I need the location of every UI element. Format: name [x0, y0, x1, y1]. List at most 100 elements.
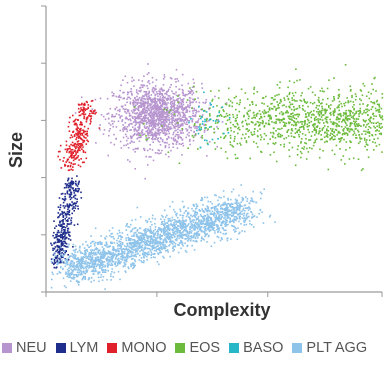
data-point	[229, 217, 231, 220]
data-point	[279, 99, 282, 102]
data-point	[62, 215, 64, 217]
data-point	[64, 237, 67, 240]
data-point	[83, 262, 85, 265]
data-point	[248, 115, 250, 118]
data-point	[193, 219, 195, 221]
data-point	[229, 127, 232, 129]
data-point	[204, 118, 206, 121]
data-point	[303, 124, 306, 126]
data-point	[61, 192, 64, 195]
data-point	[107, 154, 109, 157]
data-point	[368, 109, 370, 112]
data-point	[236, 199, 239, 202]
data-point	[330, 137, 333, 140]
data-point	[201, 220, 203, 223]
data-point	[137, 107, 140, 110]
data-point	[242, 133, 244, 136]
data-point	[213, 241, 216, 244]
data-point	[115, 95, 118, 98]
data-point	[317, 108, 320, 110]
data-point	[61, 212, 64, 214]
data-point	[206, 196, 209, 199]
data-point	[188, 116, 191, 118]
data-point	[200, 237, 203, 240]
data-point	[164, 223, 166, 226]
data-point	[255, 142, 258, 145]
data-point	[357, 110, 359, 112]
data-point	[309, 101, 312, 104]
data-point	[144, 243, 147, 246]
data-point	[84, 256, 86, 259]
data-point	[324, 117, 327, 120]
data-point	[195, 90, 198, 93]
data-point	[110, 236, 113, 238]
data-point	[148, 92, 150, 95]
data-point	[154, 89, 156, 91]
data-point	[179, 225, 182, 228]
data-point	[278, 102, 281, 104]
data-point	[204, 222, 207, 225]
data-point	[381, 118, 384, 121]
data-point	[226, 239, 229, 242]
data-point	[130, 230, 133, 232]
data-point	[157, 140, 159, 142]
data-point	[77, 135, 80, 138]
data-point	[70, 268, 72, 271]
data-points	[50, 63, 384, 290]
data-point	[62, 236, 65, 238]
data-point	[119, 108, 121, 111]
data-point	[343, 104, 346, 107]
data-point	[126, 244, 129, 247]
data-point	[135, 99, 137, 101]
data-point	[145, 138, 147, 141]
data-point	[359, 112, 361, 114]
data-point	[194, 123, 196, 125]
data-point	[219, 214, 221, 216]
data-point	[217, 225, 219, 227]
data-point	[118, 261, 120, 264]
data-point	[147, 117, 149, 119]
data-point	[141, 86, 144, 89]
data-point	[353, 120, 355, 123]
data-point	[175, 85, 177, 88]
data-point	[79, 251, 82, 253]
data-point	[159, 119, 162, 121]
data-point	[293, 99, 296, 101]
data-point	[210, 217, 212, 219]
data-point	[297, 121, 300, 124]
data-point	[234, 202, 236, 204]
data-point	[302, 121, 304, 123]
data-point	[60, 245, 63, 247]
data-point	[65, 271, 67, 274]
data-point	[132, 99, 135, 102]
data-point	[154, 223, 156, 225]
data-point	[288, 115, 291, 117]
data-point	[146, 85, 148, 87]
data-point	[68, 204, 71, 207]
data-point	[179, 115, 182, 117]
data-point	[83, 247, 86, 249]
data-point	[225, 219, 227, 221]
data-point	[57, 251, 60, 253]
data-point	[142, 238, 145, 240]
data-point	[73, 267, 76, 270]
data-point	[141, 98, 143, 100]
data-point	[148, 114, 151, 117]
data-point	[190, 126, 193, 129]
data-point	[147, 131, 149, 133]
data-point	[61, 261, 64, 263]
data-point	[74, 253, 76, 256]
data-point	[70, 155, 73, 158]
data-point	[118, 260, 120, 262]
data-point	[356, 123, 358, 125]
data-point	[259, 128, 261, 130]
data-point	[362, 82, 364, 85]
data-point	[151, 245, 154, 248]
data-point	[154, 124, 156, 127]
data-point	[346, 129, 349, 132]
data-point	[200, 115, 203, 118]
data-point	[159, 96, 162, 98]
data-point	[160, 121, 163, 124]
data-point	[318, 101, 320, 104]
data-point	[185, 224, 187, 227]
